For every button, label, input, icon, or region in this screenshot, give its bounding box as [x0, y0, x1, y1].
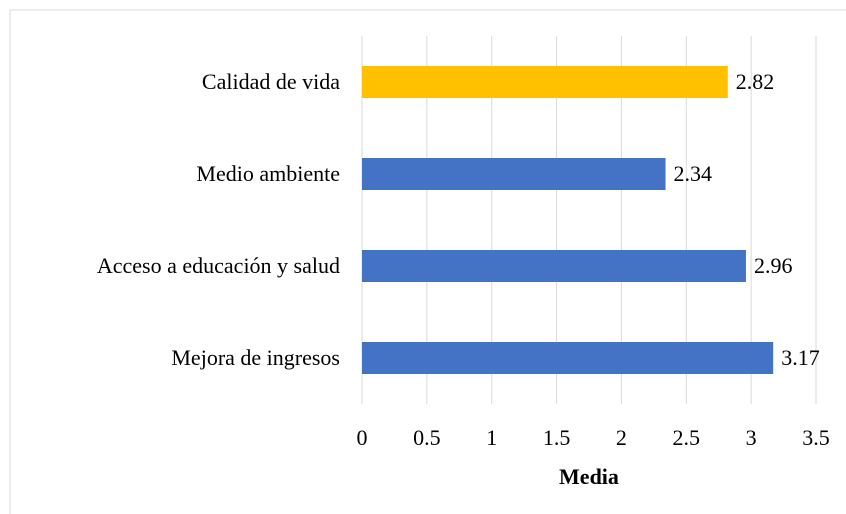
x-tick-label: 3.5 — [802, 425, 830, 450]
bar — [362, 66, 728, 98]
y-tick-label: Medio ambiente — [196, 161, 340, 186]
data-label: 2.34 — [674, 161, 713, 186]
y-tick-label: Mejora de ingresos — [171, 345, 340, 370]
data-label: 3.17 — [781, 345, 820, 370]
x-tick-label: 0.5 — [413, 425, 441, 450]
data-label: 2.96 — [754, 253, 793, 278]
x-tick-label: 0 — [357, 425, 368, 450]
x-tick-label: 3 — [746, 425, 757, 450]
data-label: 2.82 — [736, 69, 775, 94]
y-tick-label: Acceso a educación y salud — [97, 253, 340, 278]
chart-frame — [9, 9, 846, 514]
x-tick-label: 2.5 — [673, 425, 701, 450]
y-tick-label: Calidad de vida — [202, 69, 340, 94]
x-tick-label: 1 — [486, 425, 497, 450]
bar — [362, 342, 774, 374]
x-axis-label: Media — [559, 464, 619, 489]
x-tick-label: 1.5 — [543, 425, 571, 450]
bar — [362, 250, 746, 282]
x-tick-label: 2 — [616, 425, 627, 450]
bar — [362, 158, 666, 190]
